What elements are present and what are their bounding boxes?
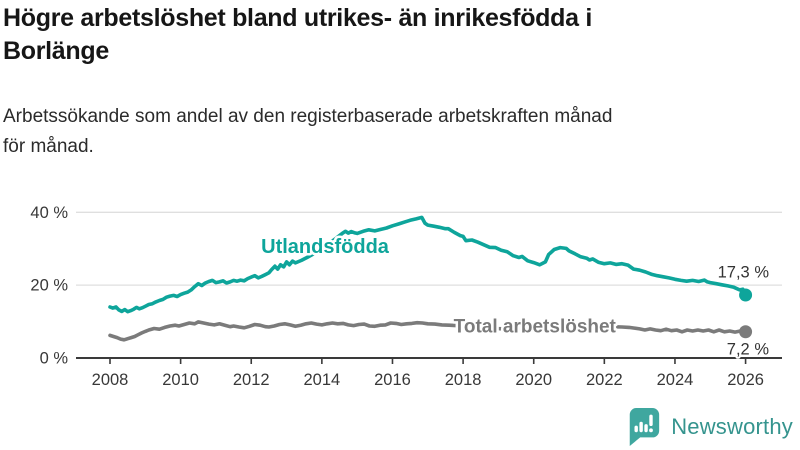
x-tick-label-2016: 2016 bbox=[374, 371, 411, 389]
footer-attribution: Newsworthy bbox=[625, 407, 793, 446]
series-label-total-arbetsl-shet: Total arbetslöshet bbox=[454, 316, 617, 337]
end-label-backdrop bbox=[720, 341, 770, 357]
page-title: Högre arbetslöshet bland utrikes- än inr… bbox=[3, 2, 793, 68]
x-tick-label-2014: 2014 bbox=[304, 371, 341, 389]
logo-bar-tall bbox=[639, 421, 644, 432]
logo-exclamation-dot bbox=[649, 427, 654, 432]
logo-exclamation-bar bbox=[649, 414, 653, 426]
logo-bar-short bbox=[634, 425, 639, 432]
x-tick-label-2018: 2018 bbox=[445, 371, 482, 389]
page-title-line1: Högre arbetslöshet bland utrikes- än inr… bbox=[3, 4, 592, 32]
y-axis-label-40: 40 % bbox=[30, 204, 68, 222]
x-tick-label-2010: 2010 bbox=[162, 371, 199, 389]
series-line-total-arbetsl-shet bbox=[108, 320, 748, 342]
x-tick-label-2024: 2024 bbox=[657, 371, 694, 389]
series-end-value-utlandsf-dda: 17,3 % bbox=[718, 263, 770, 281]
y-axis-label-20: 20 % bbox=[30, 277, 68, 295]
page-title-line2: Borlänge bbox=[3, 37, 109, 65]
page-subtitle: Arbetssökande som andel av den registerb… bbox=[3, 102, 793, 162]
series-end-dot-utlandsf-dda bbox=[739, 288, 753, 302]
x-tick-label-2020: 2020 bbox=[515, 371, 552, 389]
series-end-dot-total-arbetsl-shet bbox=[739, 325, 753, 339]
series-end-value-total-arbetsl-shet: 7,2 % bbox=[727, 340, 770, 358]
logo-bar-medium bbox=[644, 423, 648, 432]
x-tick-label-2008: 2008 bbox=[92, 371, 129, 389]
newsworthy-logo-text: Newsworthy bbox=[671, 413, 793, 439]
y-axis-label-0: 0 % bbox=[40, 350, 69, 368]
page-subtitle-line2: för månad. bbox=[3, 136, 94, 157]
series-label-utlandsf-dda: Utlandsfödda bbox=[261, 236, 390, 258]
newsworthy-logo-icon bbox=[629, 407, 660, 446]
x-tick-label-2022: 2022 bbox=[586, 371, 623, 389]
x-tick-label-2012: 2012 bbox=[233, 371, 270, 389]
series-line-utlandsf-dda bbox=[108, 215, 748, 314]
x-tick-label-2026: 2026 bbox=[727, 371, 764, 389]
page-subtitle-line1: Arbetssökande som andel av den registerb… bbox=[3, 106, 613, 127]
